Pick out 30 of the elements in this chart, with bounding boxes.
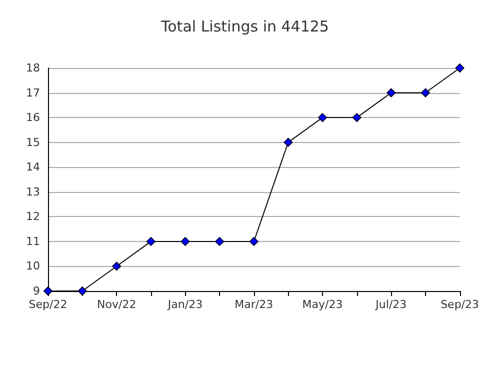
point [215, 236, 224, 246]
y-tick-label: 9 [33, 284, 40, 298]
y-tick-label: 17 [26, 86, 40, 100]
point [455, 64, 464, 72]
y-tick-label: 14 [26, 160, 40, 174]
point [318, 113, 328, 122]
y-tick-label: 13 [26, 185, 40, 198]
chart-title: Total Listings in 44125 [160, 18, 329, 36]
x-tick-label: Jul/23 [374, 298, 407, 311]
y-tick-label: 16 [26, 111, 40, 124]
x-tick-label: May/23 [302, 298, 343, 311]
point [352, 113, 362, 122]
y-tick-label: 15 [26, 136, 40, 149]
x-tick-label: Mar/23 [234, 298, 274, 311]
x-tick-label: Jan/23 [166, 298, 203, 311]
x-tick-label: Sep/22 [28, 298, 68, 311]
point [249, 236, 258, 246]
point [284, 138, 293, 147]
y-tick-label: 18 [26, 62, 40, 74]
y-tick-label: 10 [26, 260, 40, 273]
point [420, 88, 430, 98]
x-tick-label: Sep/23 [440, 298, 479, 311]
y-tick-label: 12 [26, 210, 40, 224]
point [146, 236, 156, 246]
point [112, 262, 122, 271]
x-tick-label: Nov/22 [97, 298, 136, 311]
point [78, 286, 87, 296]
point [386, 88, 396, 98]
y-tick-label: 11 [26, 234, 40, 248]
point [180, 236, 190, 246]
